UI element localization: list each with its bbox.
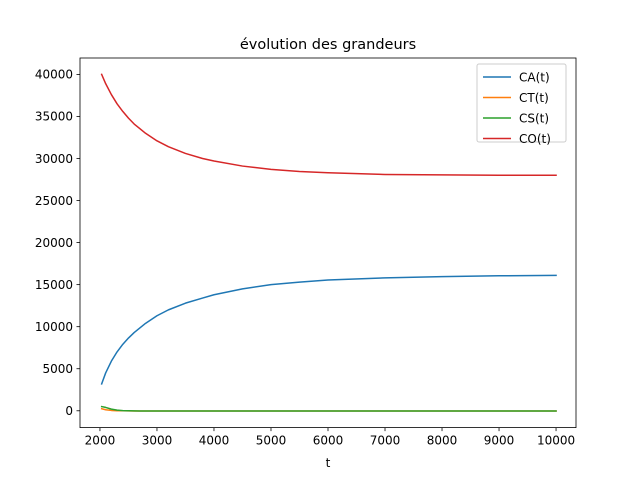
legend-label: CS(t) — [519, 111, 549, 125]
x-axis-label: t — [326, 456, 331, 470]
x-tick-label: 7000 — [370, 434, 401, 448]
y-tick-label: 10000 — [35, 320, 73, 334]
chart-title: évolution des grandeurs — [240, 37, 416, 53]
legend-label: CO(t) — [519, 132, 551, 146]
y-tick-label: 5000 — [42, 362, 73, 376]
y-tick-label: 15000 — [35, 278, 73, 292]
y-tick-label: 20000 — [35, 236, 73, 250]
y-tick-label: 30000 — [35, 152, 73, 166]
x-tick-label: 9000 — [484, 434, 515, 448]
y-tick-label: 40000 — [35, 68, 73, 82]
x-tick-label: 4000 — [199, 434, 230, 448]
x-tick-label: 10000 — [537, 434, 575, 448]
y-tick-label: 35000 — [35, 110, 73, 124]
legend-box — [476, 63, 567, 143]
x-tick-label: 6000 — [313, 434, 344, 448]
x-tick-label: 5000 — [256, 434, 287, 448]
y-tick-label: 25000 — [35, 194, 73, 208]
legend-label: CT(t) — [519, 91, 549, 105]
y-tick-label: 0 — [65, 404, 73, 418]
series-line-cst — [100, 405, 557, 412]
x-tick-label: 2000 — [85, 434, 116, 448]
series-line-cot — [100, 73, 557, 177]
legend-label: CA(t) — [519, 70, 550, 84]
series-line-cat — [100, 274, 557, 385]
x-tick-label: 8000 — [427, 434, 458, 448]
x-tick-label: 3000 — [142, 434, 173, 448]
